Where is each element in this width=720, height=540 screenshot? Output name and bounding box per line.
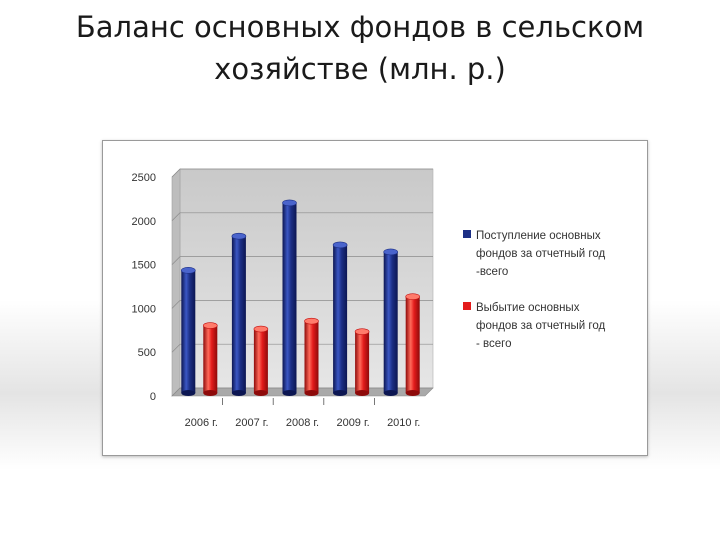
bar-base-series2-5 <box>405 390 420 396</box>
bar-top-series1-1 <box>181 267 196 274</box>
slide-title: Баланс основных фондов в сельском хозяйс… <box>40 6 680 90</box>
y-tick-label: 1000 <box>132 303 156 315</box>
bar-top-series2-5 <box>405 293 421 300</box>
bar-base-series2-1 <box>203 390 218 396</box>
bar-top-series2-2 <box>253 325 269 333</box>
legend-label-series1-line3: -всего <box>476 266 508 278</box>
gridline-side <box>171 212 181 222</box>
legend-label-series1-line2: фондов за отчетный год <box>476 248 605 260</box>
x-tick-label: 2006 г. <box>185 417 218 429</box>
bar-series1-5 <box>383 251 398 393</box>
legend-label-series2-line3: - всего <box>476 338 512 350</box>
y-tick-label: 2500 <box>132 172 156 184</box>
y-tick-label: 500 <box>138 347 156 359</box>
bar-series1-2 <box>231 236 246 393</box>
slide-title-line-2: хозяйстве (млн. р.) <box>214 52 506 86</box>
bar-series1-4 <box>333 244 348 393</box>
legend-label-series2-line2: фондов за отчетный год <box>476 320 605 332</box>
bar-series2-3 <box>304 321 319 393</box>
bar-top-series1-5 <box>383 248 399 256</box>
bar-base-series1-5 <box>383 390 398 396</box>
bar-series2-2 <box>253 329 268 393</box>
bar-base-series1-3 <box>282 390 297 396</box>
gridline-side <box>171 387 181 397</box>
x-tick-label: 2009 г. <box>336 417 369 429</box>
bar-series2-1 <box>203 325 218 393</box>
bar-top-series2-3 <box>304 317 319 325</box>
bar-series2-4 <box>355 331 370 393</box>
legend-swatch-series2 <box>463 302 471 310</box>
bar-top-series1-2 <box>231 232 247 240</box>
bar-chart: 0 500 1000 1500 2000 2500 2006 г. 2007 г. 2008 г… <box>132 168 605 429</box>
chart-frame: 0 500 1000 1500 2000 2500 2006 г. 2007 г. 2008 г… <box>102 140 648 456</box>
legend-swatch-series1 <box>463 230 471 238</box>
x-tick-label: 2007 г. <box>235 417 268 429</box>
bar-top-series1-3 <box>282 199 297 207</box>
x-tick-label: 2010 г. <box>387 417 420 429</box>
bar-top-series2-1 <box>203 322 218 329</box>
bar-base-series2-2 <box>253 390 268 396</box>
bar-top-series1-4 <box>332 241 348 249</box>
bar-base-series1-2 <box>231 390 246 396</box>
y-tick-label: 1500 <box>132 260 156 272</box>
legend-label-series2-line1: Выбытие основных <box>476 302 580 314</box>
bar-base-series2-3 <box>304 390 319 396</box>
gridline-side <box>171 300 181 309</box>
bar-base-series1-4 <box>333 390 348 396</box>
gridline-side <box>171 168 181 178</box>
bar-series1-1 <box>181 270 196 393</box>
gridline-side <box>171 343 181 353</box>
slide-title-line-1: Баланс основных фондов в сельском <box>75 10 645 44</box>
gridline-side <box>171 256 181 265</box>
bar-series1-3 <box>282 202 297 393</box>
bar-base-series2-4 <box>355 390 370 396</box>
legend-label-series1-line1: Поступление основных <box>476 230 601 242</box>
bar-base-series1-1 <box>181 390 196 396</box>
side-wall <box>171 168 181 397</box>
x-tick-label: 2008 г. <box>286 417 319 429</box>
y-tick-label: 0 <box>150 391 156 403</box>
y-tick-label: 2000 <box>132 216 156 228</box>
bar-series2-5 <box>405 296 420 393</box>
bar-top-series2-4 <box>354 328 370 335</box>
